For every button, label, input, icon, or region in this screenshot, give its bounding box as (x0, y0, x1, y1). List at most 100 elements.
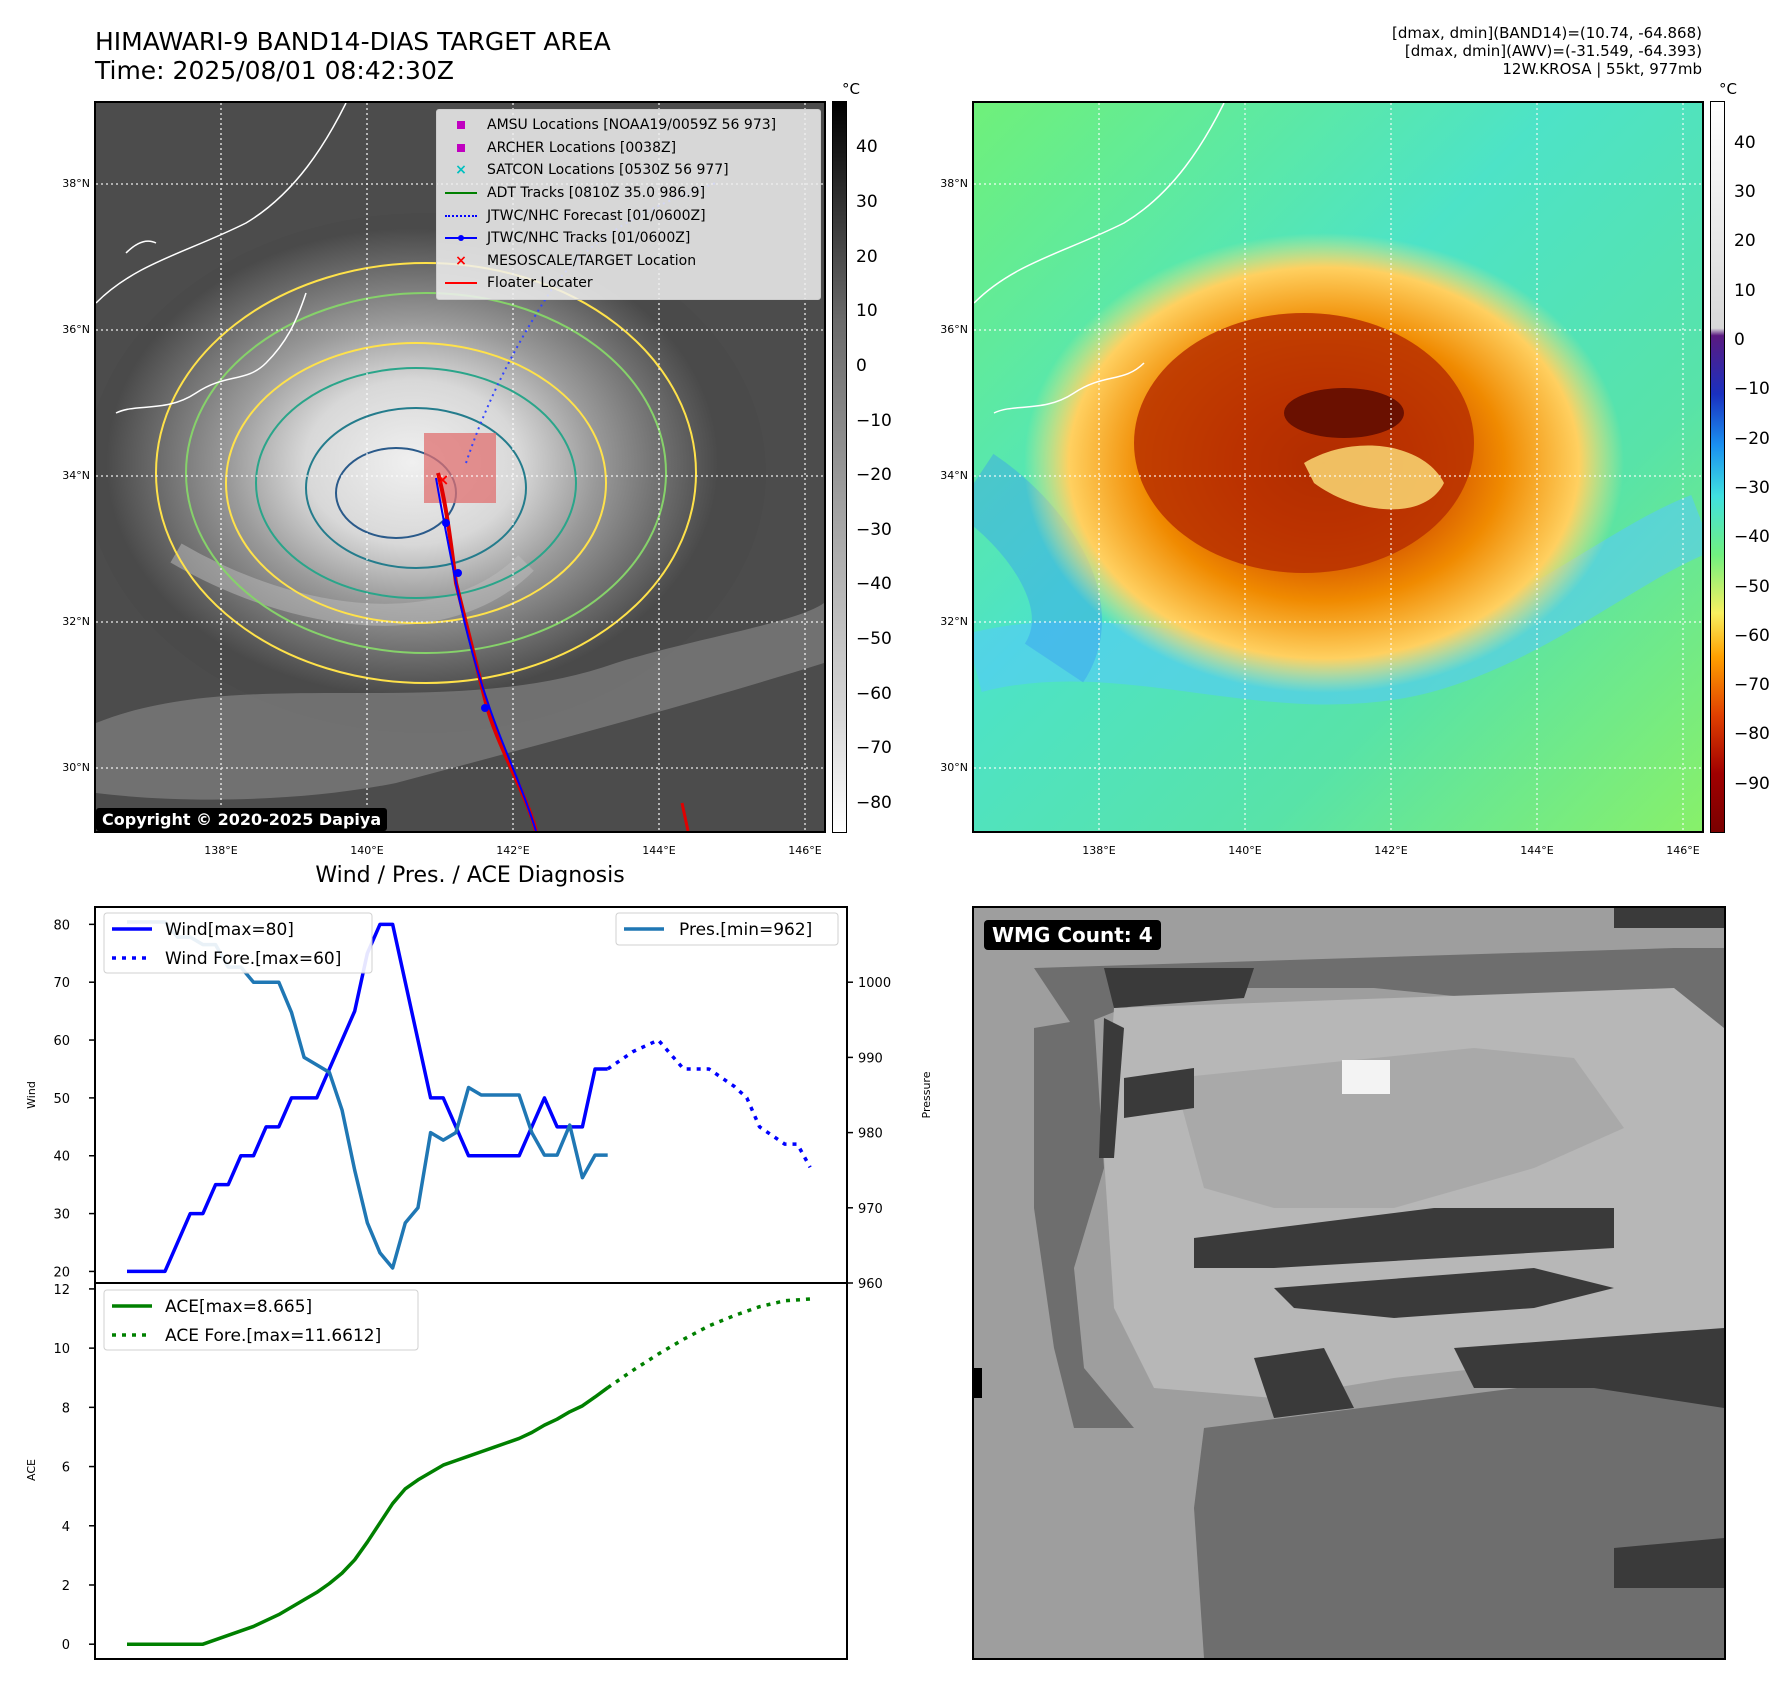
wind-tick-label: 30 (53, 1208, 70, 1223)
ace-tick-label: 6 (62, 1461, 70, 1476)
legend-label: JTWC/NHC Tracks [01/0600Z] (487, 230, 691, 247)
ace-plot: 12 10 8 6 4 2 0 ACE[max=8.665] ACE Fore.[max=11.… (53, 1283, 811, 1653)
info-line-2: [dmax, dmin](AWV)=(-31.549, -64.393) (1404, 42, 1702, 60)
color-colorbar-tick: −30 (1734, 477, 1770, 498)
color-colorbar-tick: 0 (1734, 330, 1745, 351)
color-colorbar-unit: °C (1719, 80, 1737, 98)
pressure-axis-label: Pressure (920, 1071, 933, 1118)
lon-tick-label: 146°E (788, 844, 822, 857)
legend-swatch (443, 117, 479, 133)
pressure-series-line (127, 920, 608, 1270)
legend-item: × SATCON Locations [0530Z 56 977] (443, 159, 820, 182)
legend-label: Floater Locater (487, 275, 593, 292)
lon-tick-label: 140°E (350, 844, 384, 857)
lon-tick-label: 138°E (1082, 844, 1116, 857)
diagnosis-chart: 807060504030201000990980970960Wind[max=8… (25, 906, 933, 1660)
color-colorbar (1710, 101, 1725, 833)
wmg-count-badge: WMG Count: 4 (984, 920, 1161, 950)
wind-tick-label: 20 (53, 1265, 70, 1280)
legend-swatch (443, 230, 479, 246)
wmg-grid-panel[interactable]: WMG Count: 4 (972, 906, 1726, 1660)
color-colorbar-tick: −90 (1734, 773, 1770, 794)
color-colorbar-tick: 40 (1734, 132, 1756, 153)
color-colorbar-tick: −70 (1734, 675, 1770, 696)
color-colorbar-tick: 10 (1734, 280, 1756, 301)
ace-tick-label: 8 (62, 1401, 70, 1416)
legend-label: Wind Fore.[max=60] (165, 949, 341, 969)
title-line-1: HIMAWARI-9 BAND14-DIAS TARGET AREA (95, 27, 611, 56)
awv-color-image (974, 103, 1702, 831)
ace-tick-label: 10 (53, 1342, 70, 1357)
diagnosis-title: Wind / Pres. / ACE Diagnosis (315, 863, 625, 888)
stats-info: [dmax, dmin](BAND14)=(10.74, -64.868) [d… (1392, 24, 1702, 78)
legend-label: JTWC/NHC Forecast [01/0600Z] (487, 207, 706, 224)
pressure-tick-label: 980 (858, 1127, 883, 1142)
wind-series-line (127, 922, 608, 1274)
legend-label: AMSU Locations [NOAA19/0059Z 56 973] (487, 117, 777, 134)
legend-swatch: × (455, 252, 467, 269)
legend-label: MESOSCALE/TARGET Location (487, 252, 697, 269)
gray-colorbar-tick: 30 (856, 192, 878, 213)
lon-tick-label: 144°E (1520, 844, 1554, 857)
pressure-tick-label: 970 (858, 1202, 883, 1217)
color-colorbar-tick: 20 (1734, 231, 1756, 252)
lat-tick-label: 36°N (62, 323, 90, 336)
legend-item: JTWC/NHC Tracks [01/0600Z] (443, 227, 820, 250)
gray-colorbar-tick: 10 (856, 301, 878, 322)
lat-tick-label: 38°N (940, 177, 968, 190)
color-colorbar-tick: −50 (1734, 576, 1770, 597)
legend-item: Floater Locater (443, 272, 820, 295)
legend-item: JTWC/NHC Forecast [01/0600Z] (443, 204, 820, 227)
lat-tick-label: 36°N (940, 323, 968, 336)
legend-item: × MESOSCALE/TARGET Location (443, 250, 820, 273)
ace-frame (94, 1282, 848, 1660)
target-marker: × (436, 470, 449, 489)
gray-colorbar-tick: 0 (856, 355, 867, 376)
awv-color-map[interactable] (972, 101, 1704, 833)
lat-tick-label: 34°N (940, 469, 968, 482)
legend-label: SATCON Locations [0530Z 56 977] (487, 162, 729, 179)
gray-colorbar-tick: −80 (856, 792, 892, 813)
legend-label: ACE[max=8.665] (165, 1297, 312, 1317)
pressure-tick-label: 960 (858, 1277, 883, 1292)
lon-tick-label: 140°E (1228, 844, 1262, 857)
wmg-grid-image (974, 908, 1724, 1658)
lat-tick-label: 38°N (62, 177, 90, 190)
pressure-tick-label: 990 (858, 1051, 883, 1066)
legend-label: ARCHER Locations [0038Z] (487, 139, 677, 156)
legend-swatch (443, 275, 479, 291)
gray-colorbar-tick: −60 (856, 683, 892, 704)
wind-tick-label: 40 (53, 1150, 70, 1165)
wind-tick-label: 70 (53, 976, 70, 991)
figure-title: HIMAWARI-9 BAND14-DIAS TARGET AREA Time:… (95, 27, 611, 85)
lon-tick-label: 144°E (642, 844, 676, 857)
lon-tick-label: 146°E (1666, 844, 1700, 857)
legend-item: AMSU Locations [NOAA19/0059Z 56 973] (443, 114, 820, 137)
track-point (481, 704, 489, 712)
lon-tick-label: 138°E (204, 844, 238, 857)
color-colorbar-tick: −40 (1734, 527, 1770, 548)
gray-colorbar-unit: °C (842, 80, 860, 98)
wind-tick-label: 80 (53, 918, 70, 933)
ir-grayscale-map[interactable]: × AMSU Locations [NOAA19/0059Z 56 973] AR… (94, 101, 826, 833)
lon-tick-label: 142°E (1374, 844, 1408, 857)
map-legend: AMSU Locations [NOAA19/0059Z 56 973] ARCH… (436, 109, 821, 300)
lat-tick-label: 30°N (62, 761, 90, 774)
legend-label: Pres.[min=962] (679, 920, 812, 940)
gray-colorbar (832, 101, 847, 833)
legend-swatch (443, 140, 479, 156)
ace-axis-label: ACE (25, 1459, 38, 1481)
ace-tick-label: 0 (62, 1638, 70, 1653)
legend-item: ARCHER Locations [0038Z] (443, 137, 820, 160)
lon-tick-label: 142°E (496, 844, 530, 857)
ace-tick-label: 12 (53, 1283, 70, 1298)
wind-tick-label: 50 (53, 1092, 70, 1107)
gray-colorbar-tick: −20 (856, 465, 892, 486)
color-colorbar-tick: −20 (1734, 428, 1770, 449)
lat-tick-label: 32°N (940, 615, 968, 628)
gray-colorbar-tick: −30 (856, 519, 892, 540)
legend-swatch: × (455, 162, 467, 179)
gray-colorbar-tick: −40 (856, 574, 892, 595)
lat-tick-label: 34°N (62, 469, 90, 482)
copyright-badge: Copyright © 2020-2025 Dapiya (96, 808, 388, 831)
